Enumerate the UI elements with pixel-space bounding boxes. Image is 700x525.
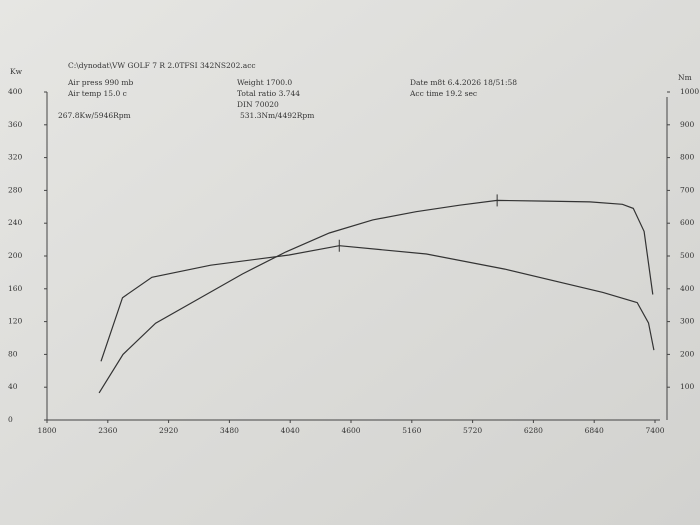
y-axis-label: Kw — [10, 67, 23, 76]
y-tick-label: 40 — [8, 382, 18, 391]
x-tick-label: 6840 — [585, 426, 604, 435]
x-tick-label: 5720 — [463, 426, 482, 435]
x-tick-label: 5160 — [402, 426, 421, 435]
annotation: 267.8Kw/5946Rpm — [58, 111, 131, 120]
annotation: 531.3Nm/4492Rpm — [240, 111, 314, 120]
annotation: Weight 1700.0 — [237, 78, 292, 87]
annotation: Total ratio 3.744 — [237, 89, 300, 98]
y-tick-label: 280 — [8, 185, 23, 194]
y2-tick-label: 300 — [680, 317, 695, 326]
annotation: Date m8t 6.4.2026 18/51:58 — [410, 78, 517, 87]
y-tick-label: 400 — [8, 87, 23, 96]
curve — [98, 199, 654, 394]
annotation: Acc time 19.2 sec — [409, 89, 477, 98]
annotation: Air temp 15.0 c — [67, 89, 127, 98]
annotation: Air press 990 mb — [67, 78, 134, 87]
y-tick-label: 240 — [8, 218, 23, 227]
y-tick-label: 200 — [8, 251, 23, 260]
y2-tick-label: 100 — [680, 382, 695, 391]
curve — [100, 245, 655, 362]
y2-tick-label: 900 — [680, 120, 695, 129]
y2-tick-label: 1000 — [680, 87, 699, 96]
y2-tick-label: 800 — [680, 153, 695, 162]
x-tick-label: 4600 — [341, 426, 360, 435]
x-tick-label: 6280 — [524, 426, 543, 435]
y2-axis-label: Nm — [678, 73, 692, 82]
y-tick-label: 320 — [8, 153, 23, 162]
y-tick-label: 0 — [8, 415, 13, 424]
annotation: DIN 70020 — [237, 100, 279, 109]
x-tick-label: 3480 — [220, 426, 239, 435]
y-tick-label: 360 — [8, 120, 23, 129]
y-tick-label: 120 — [8, 317, 23, 326]
x-tick-label: 2360 — [98, 426, 117, 435]
file-label: C:\dynodat\VW GOLF 7 R 2.0TFSI 342NS202.… — [68, 61, 256, 70]
x-tick-label: 4040 — [281, 426, 300, 435]
y2-tick-label: 400 — [680, 284, 695, 293]
x-tick-label: 7400 — [645, 426, 664, 435]
y-tick-label: 160 — [8, 284, 23, 293]
y2-tick-label: 600 — [680, 218, 695, 227]
x-tick-label: 2920 — [159, 426, 178, 435]
y-tick-label: 80 — [8, 349, 18, 358]
x-tick-label: 1800 — [37, 426, 56, 435]
y2-tick-label: 200 — [680, 349, 695, 358]
y2-tick-label: 700 — [680, 185, 695, 194]
y2-tick-label: 500 — [680, 251, 695, 260]
